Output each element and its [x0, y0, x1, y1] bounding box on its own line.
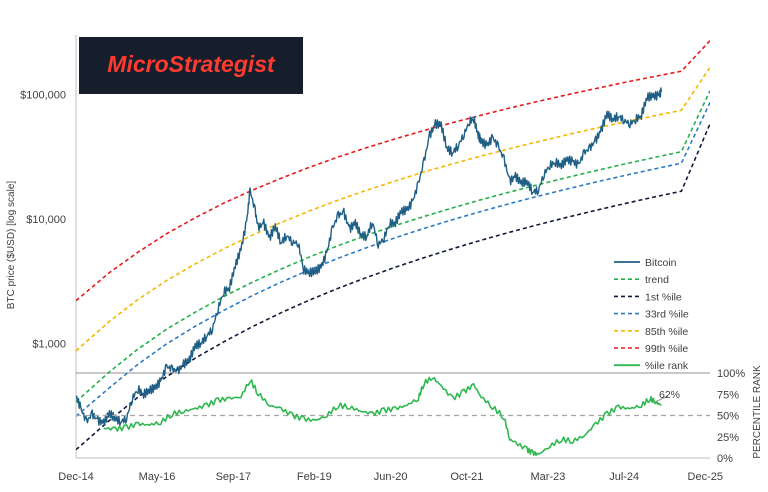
legend-label-rank: %ile rank [645, 360, 689, 372]
rank-annotation-label: 62% [659, 389, 680, 401]
y-right-tick-label: 25% [717, 432, 739, 444]
band-p1-line [76, 123, 710, 451]
percentile-bands [76, 40, 710, 451]
x-tick-label: Mar-23 [531, 471, 566, 483]
percentile-rank-line [103, 376, 662, 457]
x-tick-label: Sep-17 [216, 471, 251, 483]
x-tick-label: Jun-20 [374, 471, 408, 483]
legend-label-p99: 99th %ile [645, 343, 688, 355]
logo: MicroStrategist [79, 37, 303, 94]
y-right-tick-label: 50% [717, 411, 739, 423]
percentile-rank-series [76, 376, 710, 457]
x-tick-label: Dec-14 [58, 471, 93, 483]
legend-label-p33: 33rd %ile [645, 309, 689, 321]
band-p99-line [76, 40, 710, 302]
logo-background [79, 37, 303, 94]
legend-label-p1: 1st %ile [645, 291, 682, 303]
y-tick-label: $100,000 [20, 89, 66, 101]
legend-label-p85: 85th %ile [645, 326, 688, 338]
band-trend-line [76, 90, 710, 403]
legend: Bitcoin trend 1st %ile 33rd %ile 85th %ile 99… [614, 257, 689, 372]
y-right-tick-label: 75% [717, 389, 739, 401]
x-tick-label: Feb-19 [297, 471, 332, 483]
y-axis-left-title: BTC price ($USD) [log scale] [6, 181, 17, 310]
y-axis-left-ticks: $1,000 $10,000 $100,000 [20, 89, 66, 350]
bitcoin-price-line [76, 87, 663, 427]
x-tick-label: May-16 [139, 471, 176, 483]
legend-label-bitcoin: Bitcoin [645, 257, 677, 269]
logo-text: MicroStrategist [107, 51, 276, 77]
rank-annotation-leader [654, 395, 669, 403]
legend-label-trend: trend [645, 274, 669, 286]
bitcoin-series [76, 87, 663, 427]
band-p85-line [76, 66, 710, 352]
y-right-tick-label: 100% [717, 368, 745, 380]
x-tick-label: Oct-21 [450, 471, 483, 483]
y-axis-right-title: PERCENTILE RANK [752, 365, 763, 459]
y-tick-label: $10,000 [26, 214, 66, 226]
x-tick-label: Jul-24 [609, 471, 639, 483]
rank-annotation: 62% [654, 389, 680, 403]
y-axis-right-ticks: 0% 25% 50% 75% 100% [717, 368, 745, 465]
x-axis-ticks: Dec-14 May-16 Sep-17 Feb-19 Jun-20 Oct-21 Mar-… [58, 471, 723, 483]
y-tick-label: $1,000 [32, 338, 66, 350]
y-right-tick-label: 0% [717, 453, 733, 465]
x-tick-label: Dec-25 [688, 471, 723, 483]
